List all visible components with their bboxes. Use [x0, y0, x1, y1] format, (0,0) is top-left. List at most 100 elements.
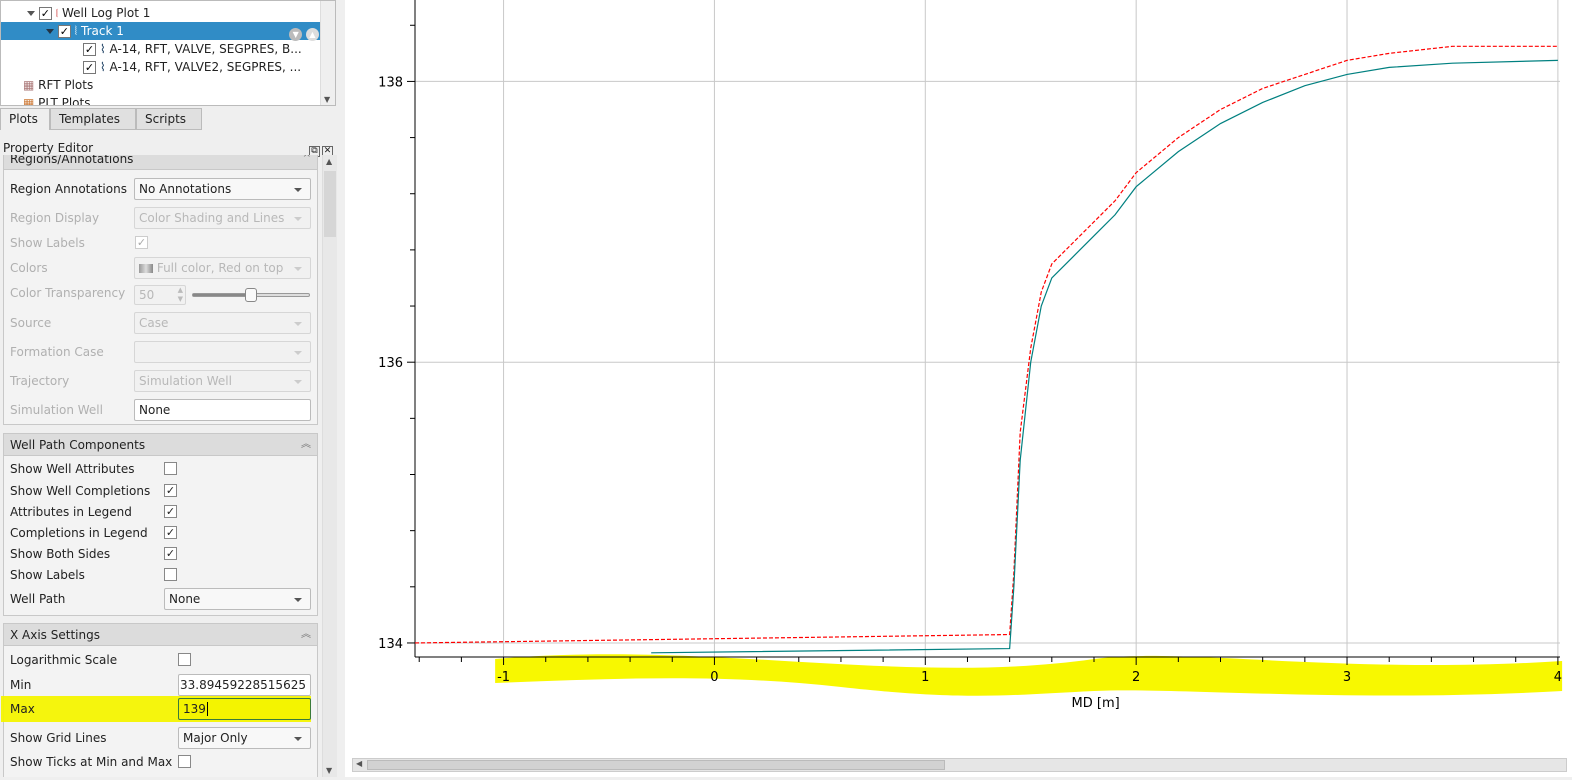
tree-item-plt-plots[interactable]: ▦ PLT Plots	[1, 94, 321, 106]
project-tree: ✓ ⧙ Well Log Plot 1 ✓ ⦚ Track 1 ▼ ▲ ✓ ⌇ A…	[0, 0, 336, 106]
checkbox[interactable]: ✓	[83, 43, 96, 56]
simulation-well-field[interactable]: None	[134, 399, 311, 421]
tree-item-label: A-14, RFT, VALVE2, SEGPRES, ...	[109, 60, 302, 74]
trajectory-combo[interactable]: Simulation Well	[134, 370, 311, 392]
left-panel: ✓ ⧙ Well Log Plot 1 ✓ ⦚ Track 1 ▼ ▲ ✓ ⌇ A…	[0, 0, 343, 777]
scrollbar-thumb[interactable]	[324, 171, 336, 237]
curve-icon: ⌇	[99, 60, 106, 74]
show-labels-label: Show Labels	[10, 236, 85, 250]
group-title: Regions/Annotations	[10, 155, 134, 166]
collapse-icon[interactable]: ︽	[301, 629, 311, 640]
property-editor: Regions/Annotations ^ Region Annotations …	[0, 155, 322, 777]
well-path-components-group: Well Path Components ︽ Show Well Attribut…	[3, 433, 318, 616]
group-title: Well Path Components	[10, 438, 146, 452]
rft-plots-icon: ▦	[23, 78, 35, 92]
collapse-icon[interactable]: ︽	[301, 439, 311, 450]
property-editor-scrollbar[interactable]: ▲ ▼	[322, 155, 337, 777]
source-combo[interactable]: Case	[134, 312, 311, 334]
show-grid-lines-label: Show Grid Lines	[10, 731, 107, 745]
show-well-attributes-checkbox[interactable]	[164, 462, 177, 475]
well-log-plot-icon: ⧙	[55, 6, 59, 20]
x-tick-label: 1	[921, 670, 929, 685]
move-buttons: ▼ ▲	[289, 24, 319, 42]
tree-item-track[interactable]: ✓ ⦚ Track 1 ▼ ▲	[1, 22, 321, 42]
min-field[interactable]: 33.89459228515625	[178, 674, 311, 696]
x-tick-label: 2	[1132, 670, 1140, 685]
show-labels-checkbox[interactable]	[164, 568, 177, 581]
tree-item-label: Track 1	[81, 24, 124, 38]
property-editor-title: Property Editor	[3, 141, 94, 155]
scroll-down-icon[interactable]: ▼	[324, 95, 331, 104]
scroll-up-icon[interactable]: ▲	[326, 157, 333, 166]
track-icon: ⦚	[74, 24, 78, 38]
tree-item-label: A-14, RFT, VALVE, SEGPRES, B...	[109, 42, 302, 56]
show-well-completions-label: Show Well Completions	[10, 484, 151, 498]
color-transparency-spinbox[interactable]: 50 ▲ ▼	[134, 285, 186, 305]
formation-case-combo[interactable]	[134, 341, 311, 363]
y-tick-label: 136	[378, 356, 403, 371]
well-log-chart[interactable]: -1 0 1 2 3 4 134 136 138 MD [m]	[345, 0, 1572, 777]
well-log-plot-area[interactable]: -1 0 1 2 3 4 134 136 138 MD [m]	[345, 0, 1572, 777]
well-path-label: Well Path	[10, 592, 66, 606]
x-tick-label: 4	[1554, 670, 1562, 685]
max-field[interactable]: 139	[178, 698, 311, 720]
show-labels-label: Show Labels	[10, 568, 85, 582]
well-path-combo[interactable]: None	[164, 588, 311, 610]
x-axis-label: MD [m]	[1072, 696, 1120, 711]
colors-combo[interactable]: Full color, Red on top	[134, 257, 311, 279]
tree-item-rft-plots[interactable]: ▦ RFT Plots	[1, 76, 321, 94]
color-transparency-slider[interactable]	[192, 288, 310, 302]
region-annotations-combo[interactable]: No Annotations	[134, 178, 311, 200]
y-tick-label: 138	[378, 75, 403, 90]
tree-item-curve[interactable]: ✓ ⌇ A-14, RFT, VALVE, SEGPRES, B...	[1, 40, 321, 58]
color-transparency-label: Color Transparency	[10, 286, 126, 300]
checkbox[interactable]: ✓	[57, 25, 71, 38]
tree-item-curve[interactable]: ✓ ⌇ A-14, RFT, VALVE2, SEGPRES, ...	[1, 58, 321, 76]
slider-handle[interactable]	[245, 288, 257, 302]
group-header[interactable]: Well Path Components ︽	[4, 434, 317, 456]
curve-icon: ⌇	[99, 42, 106, 56]
collapse-icon[interactable]: ^	[302, 155, 311, 164]
x-tick-label: 0	[710, 670, 718, 685]
y-tick-label: 134	[378, 637, 403, 652]
tab-plots[interactable]: Plots	[0, 108, 50, 130]
tab-scripts[interactable]: Scripts	[136, 108, 202, 130]
logarithmic-scale-label: Logarithmic Scale	[10, 653, 118, 667]
show-well-attributes-label: Show Well Attributes	[10, 462, 135, 476]
tree-item-well-log-plot[interactable]: ✓ ⧙ Well Log Plot 1	[1, 4, 321, 22]
colors-value: Full color, Red on top	[156, 261, 284, 275]
region-annotations-label: Region Annotations	[10, 182, 127, 196]
show-both-sides-checkbox[interactable]: ✓	[164, 547, 177, 560]
scrollbar-thumb[interactable]	[367, 760, 945, 770]
show-labels-checkbox[interactable]: ✓	[135, 236, 148, 249]
group-header[interactable]: Regions/Annotations ^	[4, 155, 317, 170]
completions-in-legend-checkbox[interactable]: ✓	[164, 526, 177, 539]
show-grid-lines-combo[interactable]: Major Only	[178, 727, 311, 749]
region-display-combo[interactable]: Color Shading and Lines	[134, 207, 311, 229]
max-value: 139	[183, 702, 206, 716]
tree-item-label: Well Log Plot 1	[62, 6, 151, 20]
logarithmic-scale-checkbox[interactable]	[178, 653, 191, 666]
x-tick-label: 3	[1343, 670, 1351, 685]
tree-item-label: PLT Plots	[38, 96, 91, 106]
horizontal-scrollbar[interactable]: ◀	[352, 758, 1567, 772]
group-title: X Axis Settings	[10, 628, 100, 642]
curve-series-1	[414, 45, 1558, 644]
tree-scrollbar[interactable]: ▼	[320, 1, 335, 105]
scroll-left-icon[interactable]: ◀	[356, 759, 363, 768]
expand-arrow-icon[interactable]	[27, 11, 35, 16]
show-ticks-min-max-checkbox[interactable]	[178, 755, 191, 768]
move-up-icon[interactable]: ▲	[306, 28, 319, 41]
tab-templates[interactable]: Templates	[50, 108, 136, 130]
checkbox[interactable]: ✓	[38, 7, 52, 20]
scroll-down-icon[interactable]: ▼	[326, 766, 333, 775]
show-both-sides-label: Show Both Sides	[10, 547, 111, 561]
checkbox[interactable]: ✓	[83, 61, 96, 74]
x-tick-label: -1	[497, 670, 510, 685]
group-header[interactable]: X Axis Settings ︽	[4, 624, 317, 646]
expand-arrow-icon[interactable]	[46, 29, 54, 34]
move-down-icon[interactable]: ▼	[289, 28, 303, 41]
attributes-in-legend-checkbox[interactable]: ✓	[164, 505, 177, 518]
show-well-completions-checkbox[interactable]: ✓	[164, 484, 177, 497]
spin-arrows-icon[interactable]: ▲ ▼	[177, 286, 183, 303]
